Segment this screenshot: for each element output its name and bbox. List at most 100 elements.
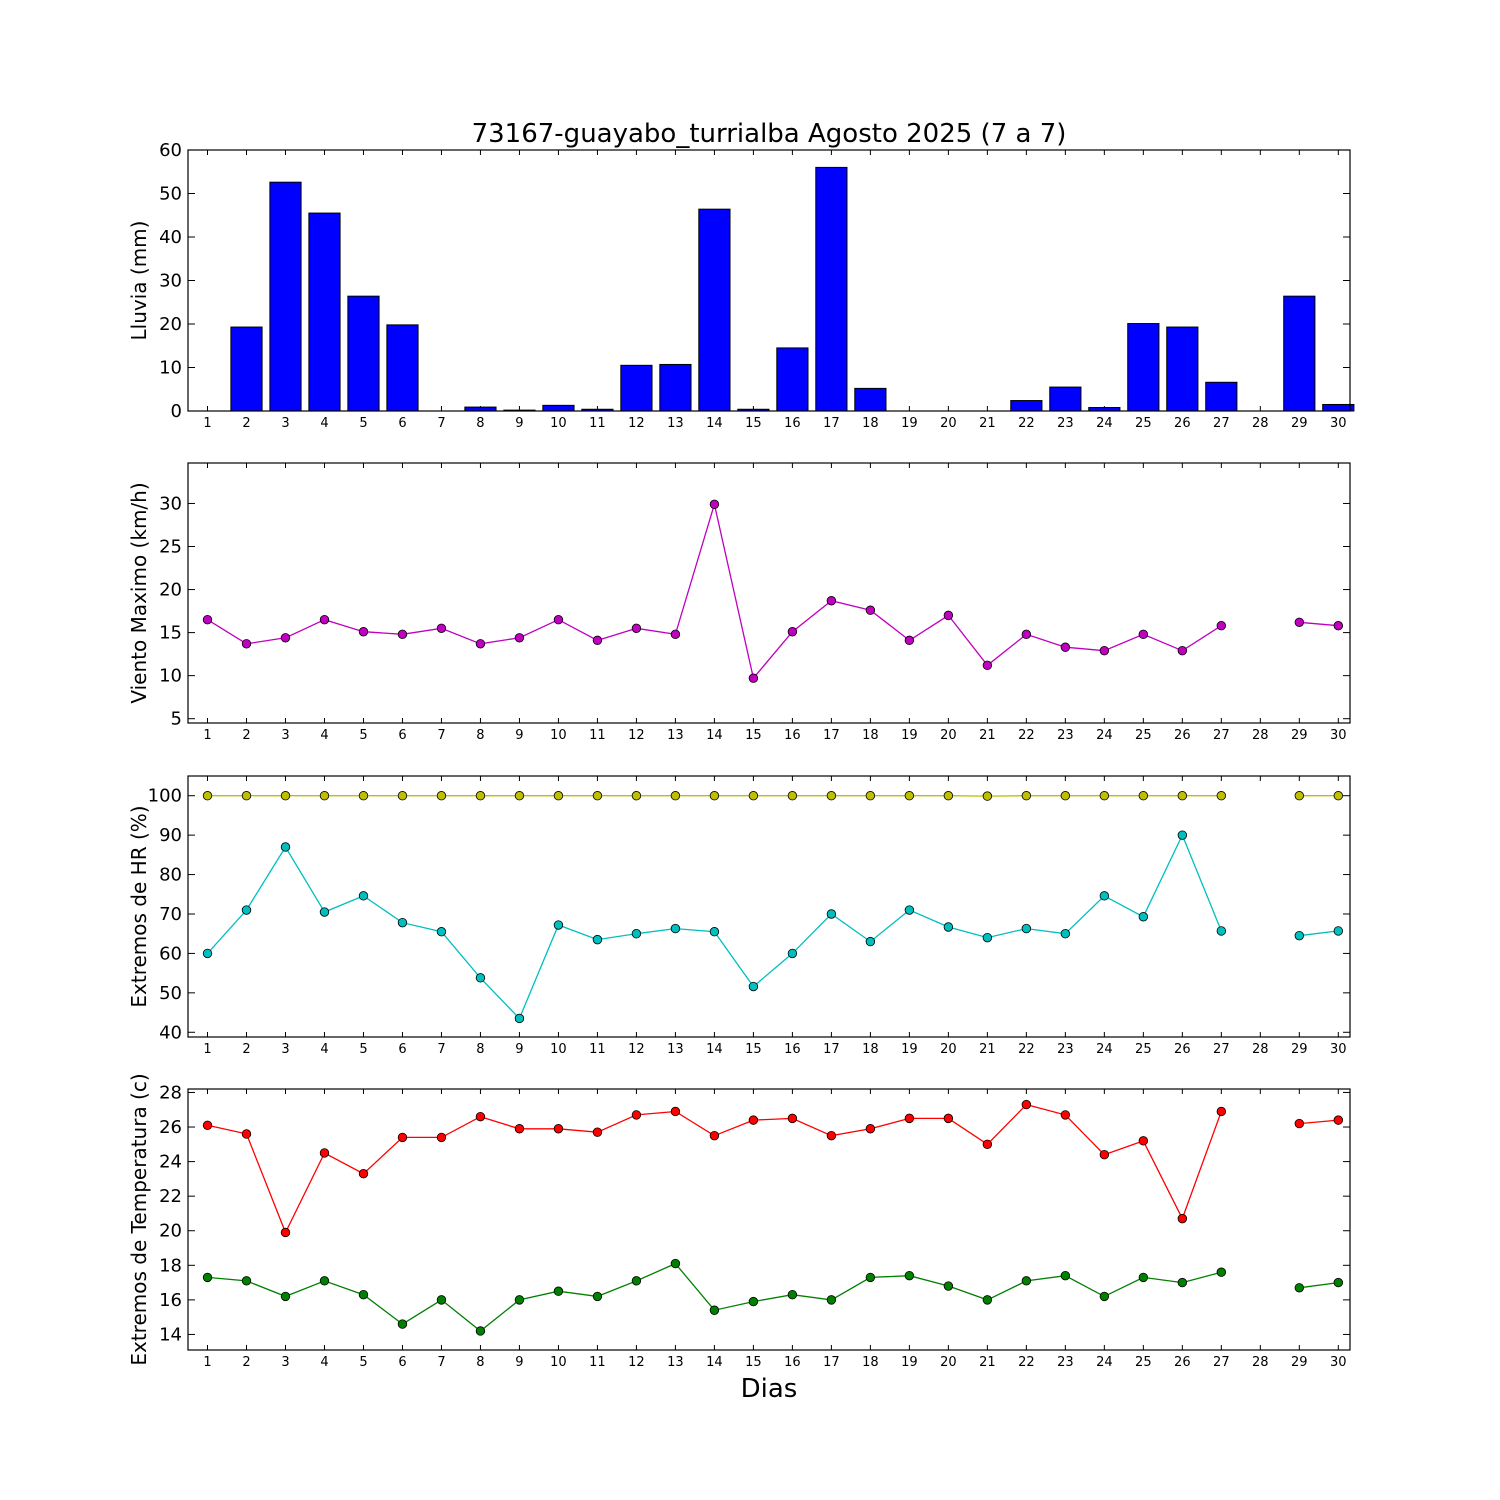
data-point xyxy=(358,791,369,801)
x-tick-label: 30 xyxy=(1330,416,1347,431)
data-point xyxy=(1216,926,1227,936)
x-tick-label: 27 xyxy=(1213,1355,1230,1370)
data-point xyxy=(1294,617,1305,627)
data-point xyxy=(670,1258,681,1269)
data-point xyxy=(358,627,369,637)
x-tick-label: 23 xyxy=(1057,728,1074,743)
x-tick-label: 30 xyxy=(1330,728,1347,743)
y-tick-label: 100 xyxy=(148,786,182,807)
x-tick-label: 8 xyxy=(476,1355,484,1370)
x-tick-label: 9 xyxy=(515,728,523,743)
x-tick-label: 19 xyxy=(901,416,918,431)
data-point xyxy=(397,629,408,640)
y-axis-label: Extremos de HR (%) xyxy=(127,805,151,1007)
data-point xyxy=(787,1289,798,1300)
data-point xyxy=(241,639,252,649)
data-point xyxy=(1099,1291,1110,1302)
rain-bar xyxy=(308,212,341,412)
x-tick-label: 12 xyxy=(628,1355,645,1370)
x-tick-label: 4 xyxy=(320,416,328,431)
data-point xyxy=(319,1148,330,1158)
data-point xyxy=(514,791,525,801)
data-point xyxy=(514,1295,525,1305)
data-point xyxy=(787,1113,798,1124)
data-point xyxy=(514,1013,525,1024)
x-tick-label: 5 xyxy=(359,416,367,431)
x-tick-label: 13 xyxy=(667,728,684,743)
data-point xyxy=(904,1270,915,1281)
x-tick-label: 12 xyxy=(628,416,645,431)
x-tick-label: 22 xyxy=(1018,1042,1035,1057)
data-point xyxy=(631,1276,642,1286)
data-point xyxy=(592,1127,603,1137)
data-point xyxy=(1294,1118,1305,1129)
y-tick-label: 26 xyxy=(159,1117,182,1138)
x-tick-label: 10 xyxy=(550,1042,567,1057)
rain-bar xyxy=(1322,403,1355,412)
x-tick-label: 10 xyxy=(550,416,567,431)
data-point xyxy=(436,1132,447,1143)
data-point xyxy=(1333,791,1344,801)
data-point xyxy=(982,660,993,671)
data-point xyxy=(1177,645,1188,656)
data-point xyxy=(1216,791,1227,801)
data-point xyxy=(904,1113,915,1124)
series-line-1 xyxy=(207,1103,1222,1235)
data-point xyxy=(1021,629,1032,640)
data-point xyxy=(1138,912,1149,922)
data-point xyxy=(553,791,564,801)
x-tick-label: 3 xyxy=(281,416,289,431)
data-point xyxy=(1216,1267,1227,1277)
data-point xyxy=(943,791,954,801)
rain-bar xyxy=(542,404,575,412)
x-tick-label: 24 xyxy=(1096,1355,1113,1370)
data-point xyxy=(280,1227,291,1238)
data-point xyxy=(748,791,759,801)
x-tick-label: 26 xyxy=(1174,728,1191,743)
plot-frame xyxy=(187,1088,1351,1351)
x-tick-label: 4 xyxy=(320,1042,328,1057)
y-tick-label: 14 xyxy=(159,1324,182,1345)
x-tick-label: 12 xyxy=(628,1042,645,1057)
data-point xyxy=(982,791,993,801)
y-axis-label: Lluvia (mm) xyxy=(127,221,151,341)
y-tick-label: 40 xyxy=(159,227,182,248)
rain-bar xyxy=(1205,381,1238,412)
x-tick-label: 24 xyxy=(1096,728,1113,743)
data-point xyxy=(865,791,876,801)
series-line-2 xyxy=(1299,1281,1339,1289)
data-point xyxy=(592,1291,603,1302)
data-point xyxy=(787,948,798,959)
data-point xyxy=(553,920,564,930)
data-point xyxy=(670,1106,681,1117)
x-tick-label: 9 xyxy=(515,416,523,431)
x-tick-label: 13 xyxy=(667,1355,684,1370)
y-tick-label: 28 xyxy=(159,1082,182,1103)
data-point xyxy=(1138,1272,1149,1283)
data-point xyxy=(241,1276,252,1286)
data-point xyxy=(1021,1276,1032,1286)
data-point xyxy=(1138,1136,1149,1146)
data-point xyxy=(982,1139,993,1150)
x-tick-label: 14 xyxy=(706,728,723,743)
data-point xyxy=(241,1129,252,1139)
x-tick-label: 19 xyxy=(901,1042,918,1057)
data-point xyxy=(826,596,837,606)
plot-frame xyxy=(187,149,1351,412)
rain-bar xyxy=(620,364,653,412)
x-tick-label: 11 xyxy=(589,416,606,431)
data-point xyxy=(709,1305,720,1315)
x-tick-label: 2 xyxy=(242,416,250,431)
plot-frame xyxy=(187,462,1351,724)
data-point xyxy=(865,1124,876,1134)
data-point xyxy=(1216,621,1227,631)
y-tick-label: 10 xyxy=(159,358,182,379)
rain-bar xyxy=(1127,323,1160,412)
data-point xyxy=(514,1124,525,1134)
data-point xyxy=(358,1289,369,1300)
x-tick-label: 27 xyxy=(1213,728,1230,743)
x-tick-label: 8 xyxy=(476,1042,484,1057)
x-tick-label: 7 xyxy=(437,1042,445,1057)
data-point xyxy=(1021,791,1032,801)
data-point xyxy=(670,923,681,934)
